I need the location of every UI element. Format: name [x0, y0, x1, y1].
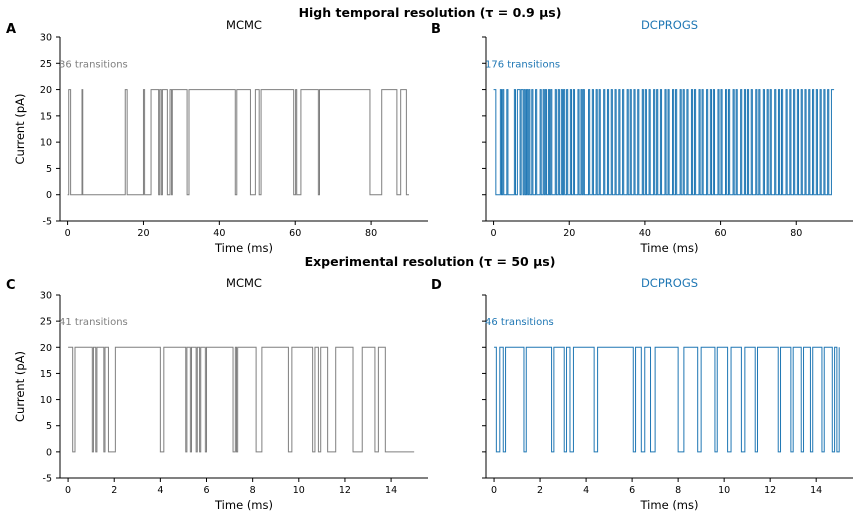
x-tick-label: 10 — [293, 485, 305, 496]
y-tick-label: 0 — [46, 447, 52, 458]
current-trace — [494, 346, 840, 453]
y-tick-label: 30 — [40, 291, 52, 302]
x-tick-label: 8 — [250, 485, 256, 496]
panel-a: A MCMC -5 0 5 10 15 20 25 30 0 20 40 60 80 Time (ms) Cur… — [6, 18, 428, 255]
row-title: Experimental resolution (τ = 50 μs) — [305, 254, 556, 269]
panel-letter: B — [431, 22, 441, 37]
x-tick-label: 80 — [365, 228, 377, 239]
x-axis-label: Time (ms) — [214, 498, 273, 512]
panel-title: DCPROGS — [641, 276, 698, 290]
x-tick-label: 14 — [385, 485, 397, 496]
x-tick-label: 14 — [810, 485, 822, 496]
x-tick-label: 4 — [157, 485, 163, 496]
transitions-annotation: 41 transitions — [59, 317, 128, 328]
x-tick-label: 2 — [537, 485, 543, 496]
x-tick-label: 12 — [339, 485, 351, 496]
y-tick-label: 15 — [40, 369, 52, 380]
current-trace — [493, 89, 835, 196]
panel-b: B DCPROGS 0 20 40 60 80 Time (ms) 176 transition… — [431, 18, 853, 255]
x-tick-label: 60 — [715, 228, 727, 239]
row-titles: High temporal resolution (τ = 0.9 μs) Exp… — [299, 5, 562, 269]
x-tick-label: 8 — [675, 485, 681, 496]
x-tick-label: 20 — [563, 228, 575, 239]
y-tick-label: 20 — [40, 343, 52, 354]
transitions-annotation: 176 transitions — [485, 59, 560, 70]
x-tick-label: 20 — [137, 228, 149, 239]
x-axis-label: Time (ms) — [640, 241, 699, 255]
x-tick-label: 6 — [203, 485, 209, 496]
x-tick-label: 0 — [491, 485, 497, 496]
x-tick-label: 2 — [111, 485, 117, 496]
y-tick-label: -5 — [43, 217, 52, 228]
panel-letter: A — [6, 22, 16, 37]
row-title: High temporal resolution (τ = 0.9 μs) — [299, 5, 562, 20]
x-tick-label: 12 — [764, 485, 776, 496]
x-tick-label: 0 — [65, 485, 71, 496]
panel-letter: D — [431, 278, 442, 293]
panel-letter: C — [6, 278, 16, 293]
y-axis-label: Current (pA) — [13, 94, 27, 165]
y-tick-label: 10 — [40, 138, 52, 149]
current-trace — [67, 89, 410, 196]
x-tick-label: 6 — [629, 485, 635, 496]
panel-c: C MCMC -5 0 5 10 15 20 25 30 0 2 4 6 8 10 12 14 Time (ms) C… — [6, 276, 428, 512]
current-trace — [68, 346, 415, 453]
x-tick-label: 40 — [639, 228, 651, 239]
x-axis-label: Time (ms) — [640, 498, 699, 512]
y-tick-label: 10 — [40, 395, 52, 406]
y-tick-label: 5 — [46, 164, 52, 175]
y-tick-label: 30 — [40, 33, 52, 44]
x-axis-label: Time (ms) — [214, 241, 273, 255]
panel-title: MCMC — [226, 18, 262, 32]
transitions-annotation: 36 transitions — [59, 59, 128, 70]
panel-d: D DCPROGS 0 2 4 6 8 10 12 14 Time (ms) 46 transitio… — [431, 276, 853, 512]
y-tick-label: -5 — [43, 474, 52, 485]
x-tick-label: 10 — [718, 485, 730, 496]
y-axis-label: Current (pA) — [13, 351, 27, 422]
x-tick-label: 4 — [583, 485, 589, 496]
x-tick-label: 80 — [790, 228, 802, 239]
y-tick-label: 20 — [40, 85, 52, 96]
y-tick-label: 25 — [40, 317, 52, 328]
transitions-annotation: 46 transitions — [485, 317, 554, 328]
y-tick-label: 5 — [46, 421, 52, 432]
x-tick-label: 0 — [65, 228, 71, 239]
panel-title: DCPROGS — [641, 18, 698, 32]
y-tick-label: 25 — [40, 59, 52, 70]
x-tick-label: 40 — [213, 228, 225, 239]
panel-title: MCMC — [226, 276, 262, 290]
y-tick-label: 0 — [46, 190, 52, 201]
x-tick-label: 60 — [289, 228, 301, 239]
y-tick-label: 15 — [40, 111, 52, 122]
x-tick-label: 0 — [491, 228, 497, 239]
